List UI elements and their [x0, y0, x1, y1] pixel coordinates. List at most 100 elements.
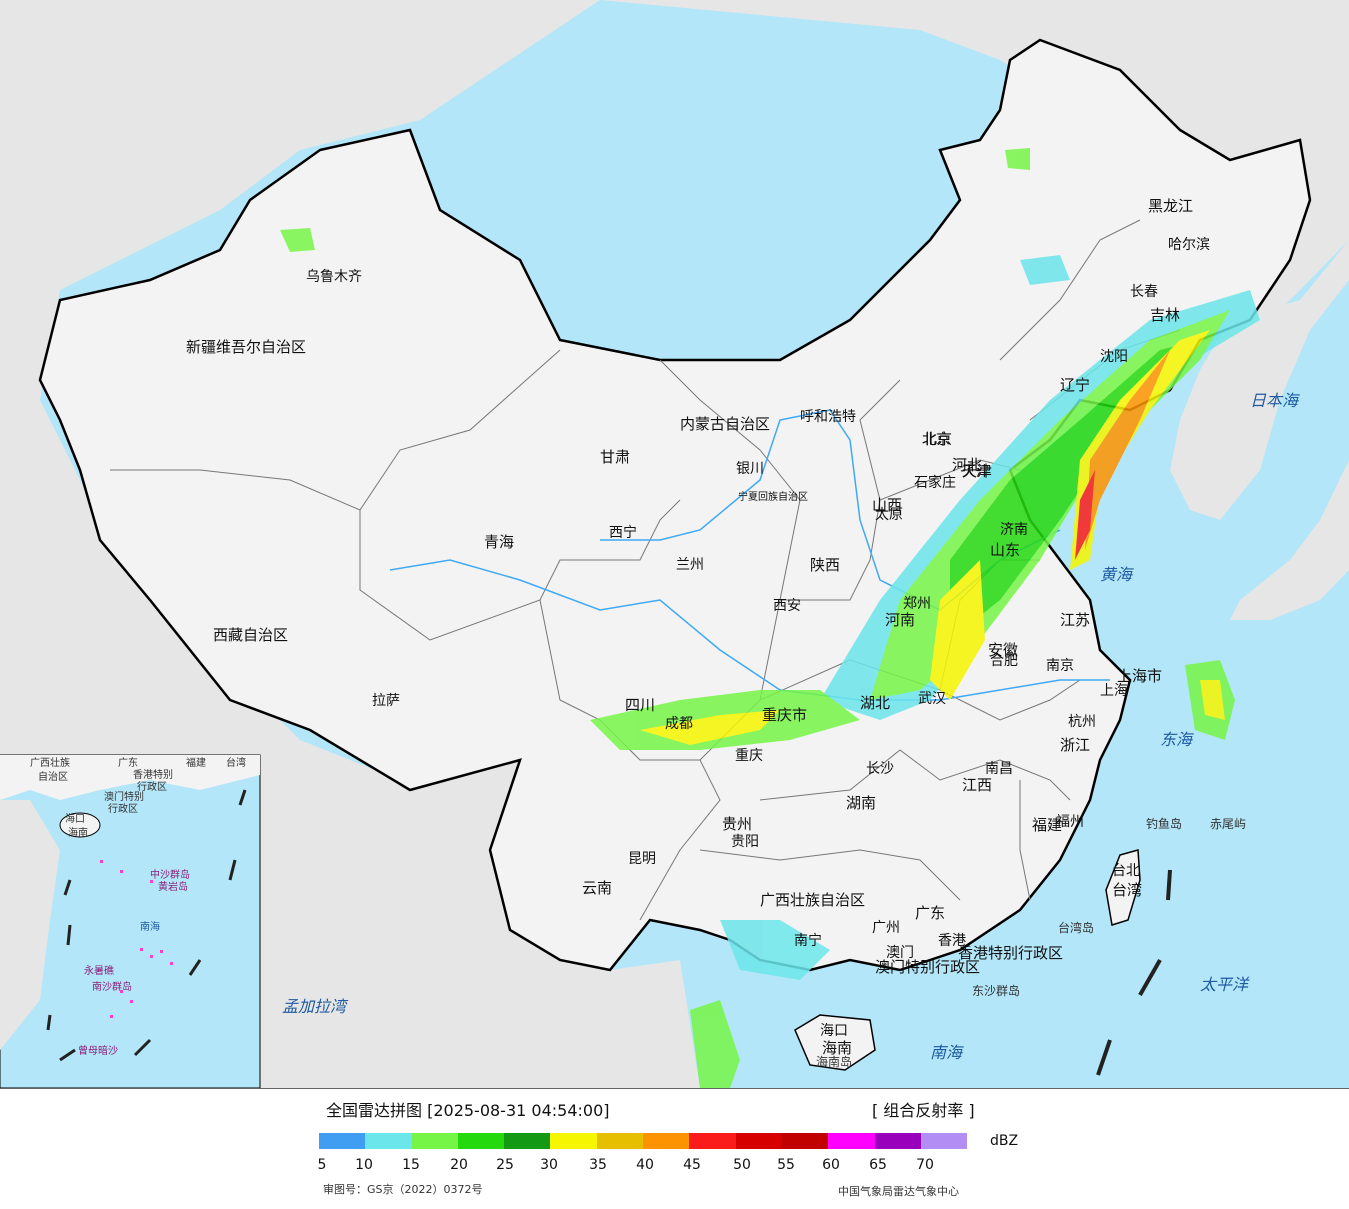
island-label: 东沙群岛 — [972, 983, 1020, 998]
city-label: 合肥 — [990, 653, 1018, 669]
inset-islands — [100, 860, 173, 1018]
sea-label: 黄海 — [1100, 565, 1134, 584]
city-label: 武汉 — [918, 691, 946, 707]
province-label: 西藏自治区 — [213, 626, 288, 644]
inset-label: 自治区 — [38, 770, 68, 783]
review-number: 审图号：GS京（2022）0372号 — [323, 1183, 483, 1196]
city-label: 香港 — [938, 933, 966, 949]
map-title: 全国雷达拼图 [2025-08-31 04:54:00] — [326, 1101, 610, 1120]
city-label: 广州 — [872, 920, 900, 936]
inset-label: 福建 — [186, 756, 206, 769]
taiwan-island — [1105, 849, 1141, 926]
scale-tick: 50 — [733, 1157, 751, 1173]
color-swatch — [874, 1133, 921, 1149]
inset-foreign-land — [0, 800, 60, 1050]
scale-tick: 5 — [317, 1157, 327, 1173]
color-swatch — [457, 1133, 505, 1149]
inset-label: 海口 — [65, 812, 85, 825]
city-label: 昆明 — [628, 851, 656, 867]
province-label: 陕西 — [810, 556, 840, 574]
foreign-land-japan — [1230, 460, 1349, 620]
unit-label: dBZ — [990, 1133, 1019, 1149]
color-swatch — [365, 1133, 412, 1149]
sea-label: 太平洋 — [1200, 975, 1250, 994]
inset-dashes — [46, 789, 247, 1062]
inset-label: 行政区 — [137, 780, 167, 793]
city-label: 乌鲁木齐 — [306, 269, 362, 285]
province-label: 吉林 — [1150, 306, 1180, 324]
province-label: 云南 — [582, 879, 612, 897]
city-label: 上海 — [1100, 683, 1128, 699]
inset-map[interactable] — [0, 754, 261, 1088]
inset-label: 南沙群岛 — [92, 980, 132, 993]
province-label: 河南 — [885, 611, 915, 629]
city-label: 南宁 — [794, 932, 822, 949]
scale-tick: 55 — [777, 1157, 795, 1173]
province-label: 浙江 — [1060, 736, 1090, 754]
scale-tick: 40 — [636, 1157, 654, 1173]
province-label: 宁夏回族自治区 — [738, 490, 808, 503]
city-label: 拉萨 — [372, 693, 400, 709]
province-label: 辽宁 — [1060, 376, 1090, 394]
city-label: 南昌 — [985, 761, 1013, 777]
province-label: 重庆市 — [762, 706, 807, 724]
scale-tick: 60 — [822, 1157, 840, 1173]
color-swatch — [920, 1133, 968, 1149]
inset-label: 广西壮族 — [30, 756, 70, 769]
city-label: 海口 — [820, 1023, 848, 1039]
radar-map[interactable]: 新疆维吾尔自治区 西藏自治区 青海 甘肃 内蒙古自治区 四川 云南 广西壮族自治… — [0, 0, 1349, 1088]
legend-panel: 全国雷达拼图 [2025-08-31 04:54:00] [ 组合反射率 ] 5… — [0, 1088, 1349, 1209]
city-label: 石家庄 — [914, 474, 956, 491]
province-label: 湖南 — [846, 794, 876, 812]
color-swatch — [781, 1133, 829, 1149]
sea-label: 东海 — [1160, 730, 1194, 749]
scale-tick: 20 — [450, 1157, 468, 1173]
color-swatch — [411, 1133, 458, 1149]
dash-marks — [1096, 869, 1172, 1076]
city-label: 福州 — [1056, 814, 1084, 830]
inset-hainan — [59, 812, 101, 838]
inset-label: 黄岩岛 — [158, 880, 188, 893]
city-label: 郑州 — [903, 596, 931, 612]
province-label: 广东 — [915, 904, 945, 922]
city-label: 贵阳 — [731, 834, 759, 850]
city-label: 济南 — [1000, 522, 1028, 538]
province-label: 香港特别行政区 — [958, 944, 1063, 962]
city-label: 杭州 — [1068, 714, 1096, 730]
province-label: 湖北 — [860, 694, 890, 712]
color-swatch — [828, 1133, 875, 1149]
province-label: 江苏 — [1060, 611, 1090, 629]
inset-label: 南海 — [140, 920, 160, 933]
color-scale-bar — [319, 1133, 968, 1149]
inset-label: 广东 — [118, 756, 138, 769]
province-label: 北京 — [922, 430, 952, 448]
inset-land — [0, 755, 260, 800]
scale-tick: 45 — [683, 1157, 701, 1173]
inset-label: 海南 — [68, 826, 88, 839]
city-label: 台北 — [1112, 863, 1140, 879]
color-swatch — [504, 1133, 551, 1149]
city-label: 重庆 — [735, 748, 763, 764]
map-labels: 新疆维吾尔自治区 西藏自治区 青海 甘肃 内蒙古自治区 四川 云南 广西壮族自治… — [186, 197, 1193, 1057]
province-label: 山西 — [872, 496, 902, 514]
scale-tick: 35 — [589, 1157, 607, 1173]
island-label: 海南岛 — [816, 1054, 852, 1069]
city-label: 西安 — [773, 598, 801, 614]
inset-label: 中沙群岛 — [150, 868, 190, 881]
sea-label: 日本海 — [1250, 391, 1300, 410]
province-boundaries — [110, 219, 1181, 921]
hainan-island — [794, 1014, 876, 1071]
inset-labels: 广西壮族 自治区 广东 福建 台湾 香港特别 行政区 澳门特别 行政区 海口 海… — [30, 756, 246, 1057]
city-label: 澳门 — [886, 945, 914, 961]
inset-label: 曾母暗沙 — [78, 1044, 118, 1057]
island-label: 钓鱼岛 — [1146, 816, 1182, 831]
province-label: 新疆维吾尔自治区 — [186, 338, 306, 356]
province-label: 河北 — [952, 456, 982, 474]
color-swatch — [735, 1133, 782, 1149]
province-label: 福建 — [1032, 816, 1062, 834]
sea-labels: 日本海 黄海 东海 南海 太平洋 孟加拉湾 — [282, 391, 1300, 1062]
province-label: 内蒙古自治区 — [680, 415, 770, 433]
province-label: 江西 — [962, 776, 992, 794]
city-label: 兰州 — [676, 557, 704, 573]
city-label: 银川 — [736, 461, 764, 477]
